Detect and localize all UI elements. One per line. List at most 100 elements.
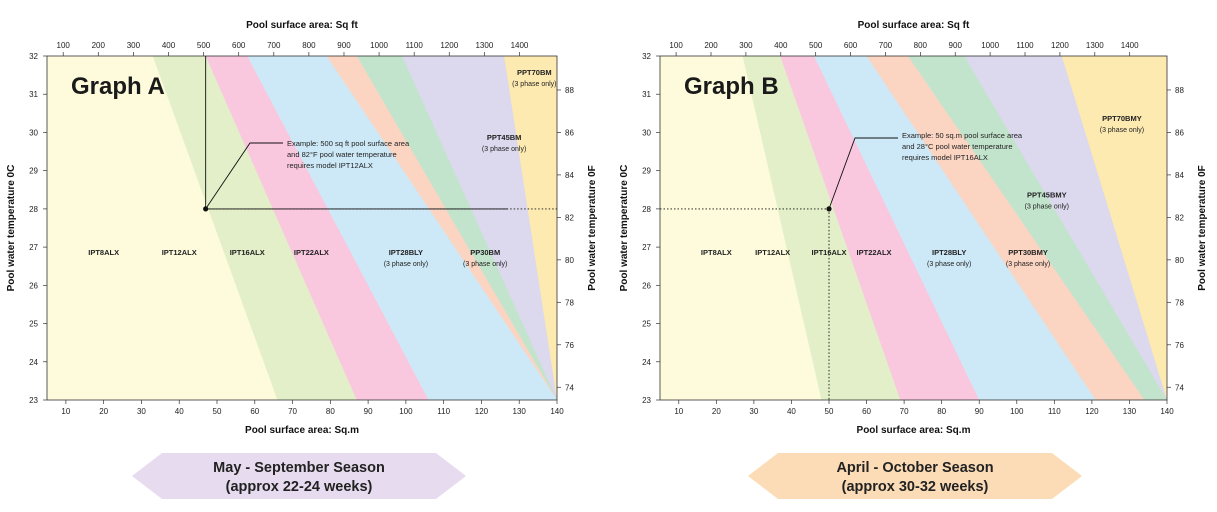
example-leader-line: [205, 142, 283, 210]
top-x-tick-label: 700: [267, 41, 281, 50]
x-tick-label: 90: [364, 407, 373, 416]
x-tick-label: 30: [749, 407, 758, 416]
y-tick-label: 30: [29, 128, 38, 137]
x-tick-label: 80: [937, 407, 946, 416]
top-x-axis-title: Pool surface area: Sq ft: [246, 20, 358, 31]
top-x-tick-label: 300: [127, 41, 141, 50]
y-tick-label: 25: [29, 320, 38, 329]
right-y-tick-label: 78: [565, 298, 574, 307]
left-y-axis-title: Pool water temperature 0C: [619, 165, 630, 292]
season-arrow: [132, 453, 466, 499]
x-tick-label: 50: [825, 407, 834, 416]
right-y-tick-label: 80: [565, 256, 574, 265]
y-tick-label: 26: [642, 281, 651, 290]
x-tick-label: 40: [787, 407, 796, 416]
y-tick-label: 23: [29, 396, 38, 405]
band-sublabel-ppt30bmy: (3 phase only): [1006, 261, 1050, 268]
y-tick-label: 28: [642, 205, 651, 214]
top-x-tick-label: 600: [232, 41, 246, 50]
band-ppt70bm: [504, 56, 557, 400]
band-label-ipt22alx: IPT22ALX: [857, 248, 892, 257]
x-tick-label: 140: [1160, 407, 1174, 416]
x-axis-title: Pool surface area: Sq.m: [245, 425, 359, 436]
x-tick-label: 130: [1123, 407, 1137, 416]
right-y-tick-label: 82: [565, 213, 574, 222]
top-x-tick-label: 1300: [475, 41, 493, 50]
x-tick-label: 110: [437, 407, 450, 416]
band-label-ppt30bmy: PPT30BMY: [1008, 248, 1048, 257]
example-point: [203, 206, 209, 212]
band-label-ipt28bly: IPT28BLY: [932, 248, 966, 257]
top-x-tick-label: 800: [302, 41, 316, 50]
x-axis-title: Pool surface area: Sq.m: [857, 425, 971, 436]
x-tick-label: 60: [250, 407, 259, 416]
x-tick-label: 90: [975, 407, 984, 416]
right-y-tick-label: 84: [1175, 171, 1184, 180]
band-label-ppt45bmy: PPT45BMY: [1027, 190, 1067, 199]
y-tick-label: 31: [642, 90, 651, 99]
band-label-ipt28bly: IPT28BLY: [389, 248, 423, 257]
top-x-tick-label: 500: [197, 41, 211, 50]
season-subtitle: (approx 22-24 weeks): [226, 479, 373, 495]
example-note-line1: Example: 500 sq ft pool surface area: [287, 139, 410, 148]
band-ppt70bmy: [1061, 56, 1167, 400]
example-note-line2: and 82°F pool water temperature: [287, 150, 397, 159]
band-label-ipt16alx: IPT16ALX: [230, 248, 265, 257]
right-y-tick-label: 88: [1175, 86, 1184, 95]
x-tick-label: 110: [1048, 407, 1061, 416]
right-y-tick-label: 84: [565, 171, 574, 180]
x-tick-label: 30: [137, 407, 146, 416]
top-x-tick-label: 700: [879, 41, 893, 50]
band-sublabel-ipt28bly: (3 phase only): [384, 261, 428, 268]
band-sublabel-ppt45bm: (3 phase only): [482, 146, 526, 153]
season-arrow: [748, 453, 1082, 499]
x-tick-label: 100: [399, 407, 413, 416]
band-sublabel-ppt45bmy: (3 phase only): [1025, 203, 1069, 210]
x-tick-label: 120: [475, 407, 489, 416]
y-tick-label: 27: [642, 243, 651, 252]
right-y-tick-label: 82: [1175, 213, 1184, 222]
y-tick-label: 29: [29, 167, 38, 176]
x-tick-label: 20: [99, 407, 108, 416]
x-tick-label: 140: [550, 407, 564, 416]
x-tick-label: 70: [288, 407, 297, 416]
top-x-tick-label: 1000: [981, 41, 999, 50]
y-tick-label: 32: [642, 52, 651, 61]
plot-frame: [46, 55, 558, 401]
y-tick-label: 32: [29, 52, 38, 61]
season-title: May - September Season: [213, 460, 385, 476]
y-tick-label: 27: [29, 243, 38, 252]
x-tick-label: 40: [175, 407, 184, 416]
right-y-tick-label: 80: [1175, 256, 1184, 265]
top-x-tick-label: 1300: [1086, 41, 1104, 50]
season-title: April - October Season: [836, 460, 993, 476]
band-sublabel-ppt70bm: (3 phase only): [512, 81, 556, 88]
graph-a: IPT8ALX IPT12ALX IPT16ALX IPT22ALX IPT28BLY (…: [6, 20, 598, 499]
right-y-axis-title: Pool water temperature 0F: [1197, 165, 1208, 291]
y-tick-label: 30: [642, 128, 651, 137]
y-tick-label: 26: [29, 281, 38, 290]
x-tick-label: 80: [326, 407, 335, 416]
top-x-tick-label: 400: [162, 41, 176, 50]
right-y-tick-label: 76: [1175, 341, 1184, 350]
top-x-tick-label: 600: [844, 41, 858, 50]
top-x-tick-label: 200: [704, 41, 718, 50]
band-sublabel-ipt28bly: (3 phase only): [927, 261, 971, 268]
band-label-ppt70bmy: PPT70BMY: [1102, 114, 1142, 123]
y-tick-label: 28: [29, 205, 38, 214]
band-label-ppt45bm: PPT45BM: [487, 133, 522, 142]
right-y-tick-label: 86: [1175, 128, 1184, 137]
right-y-tick-label: 74: [565, 383, 574, 392]
y-tick-label: 23: [642, 396, 651, 405]
example-leader-line: [828, 137, 898, 210]
top-x-axis-title: Pool surface area: Sq ft: [858, 20, 970, 31]
graph-title: Graph B: [684, 73, 779, 100]
x-tick-label: 130: [513, 407, 527, 416]
top-x-tick-label: 1200: [440, 41, 458, 50]
band-label-ppt70bm: PPT70BM: [517, 68, 552, 77]
x-tick-label: 20: [712, 407, 721, 416]
x-tick-label: 70: [900, 407, 909, 416]
band-label-pp30bm: PP30BM: [470, 248, 500, 257]
